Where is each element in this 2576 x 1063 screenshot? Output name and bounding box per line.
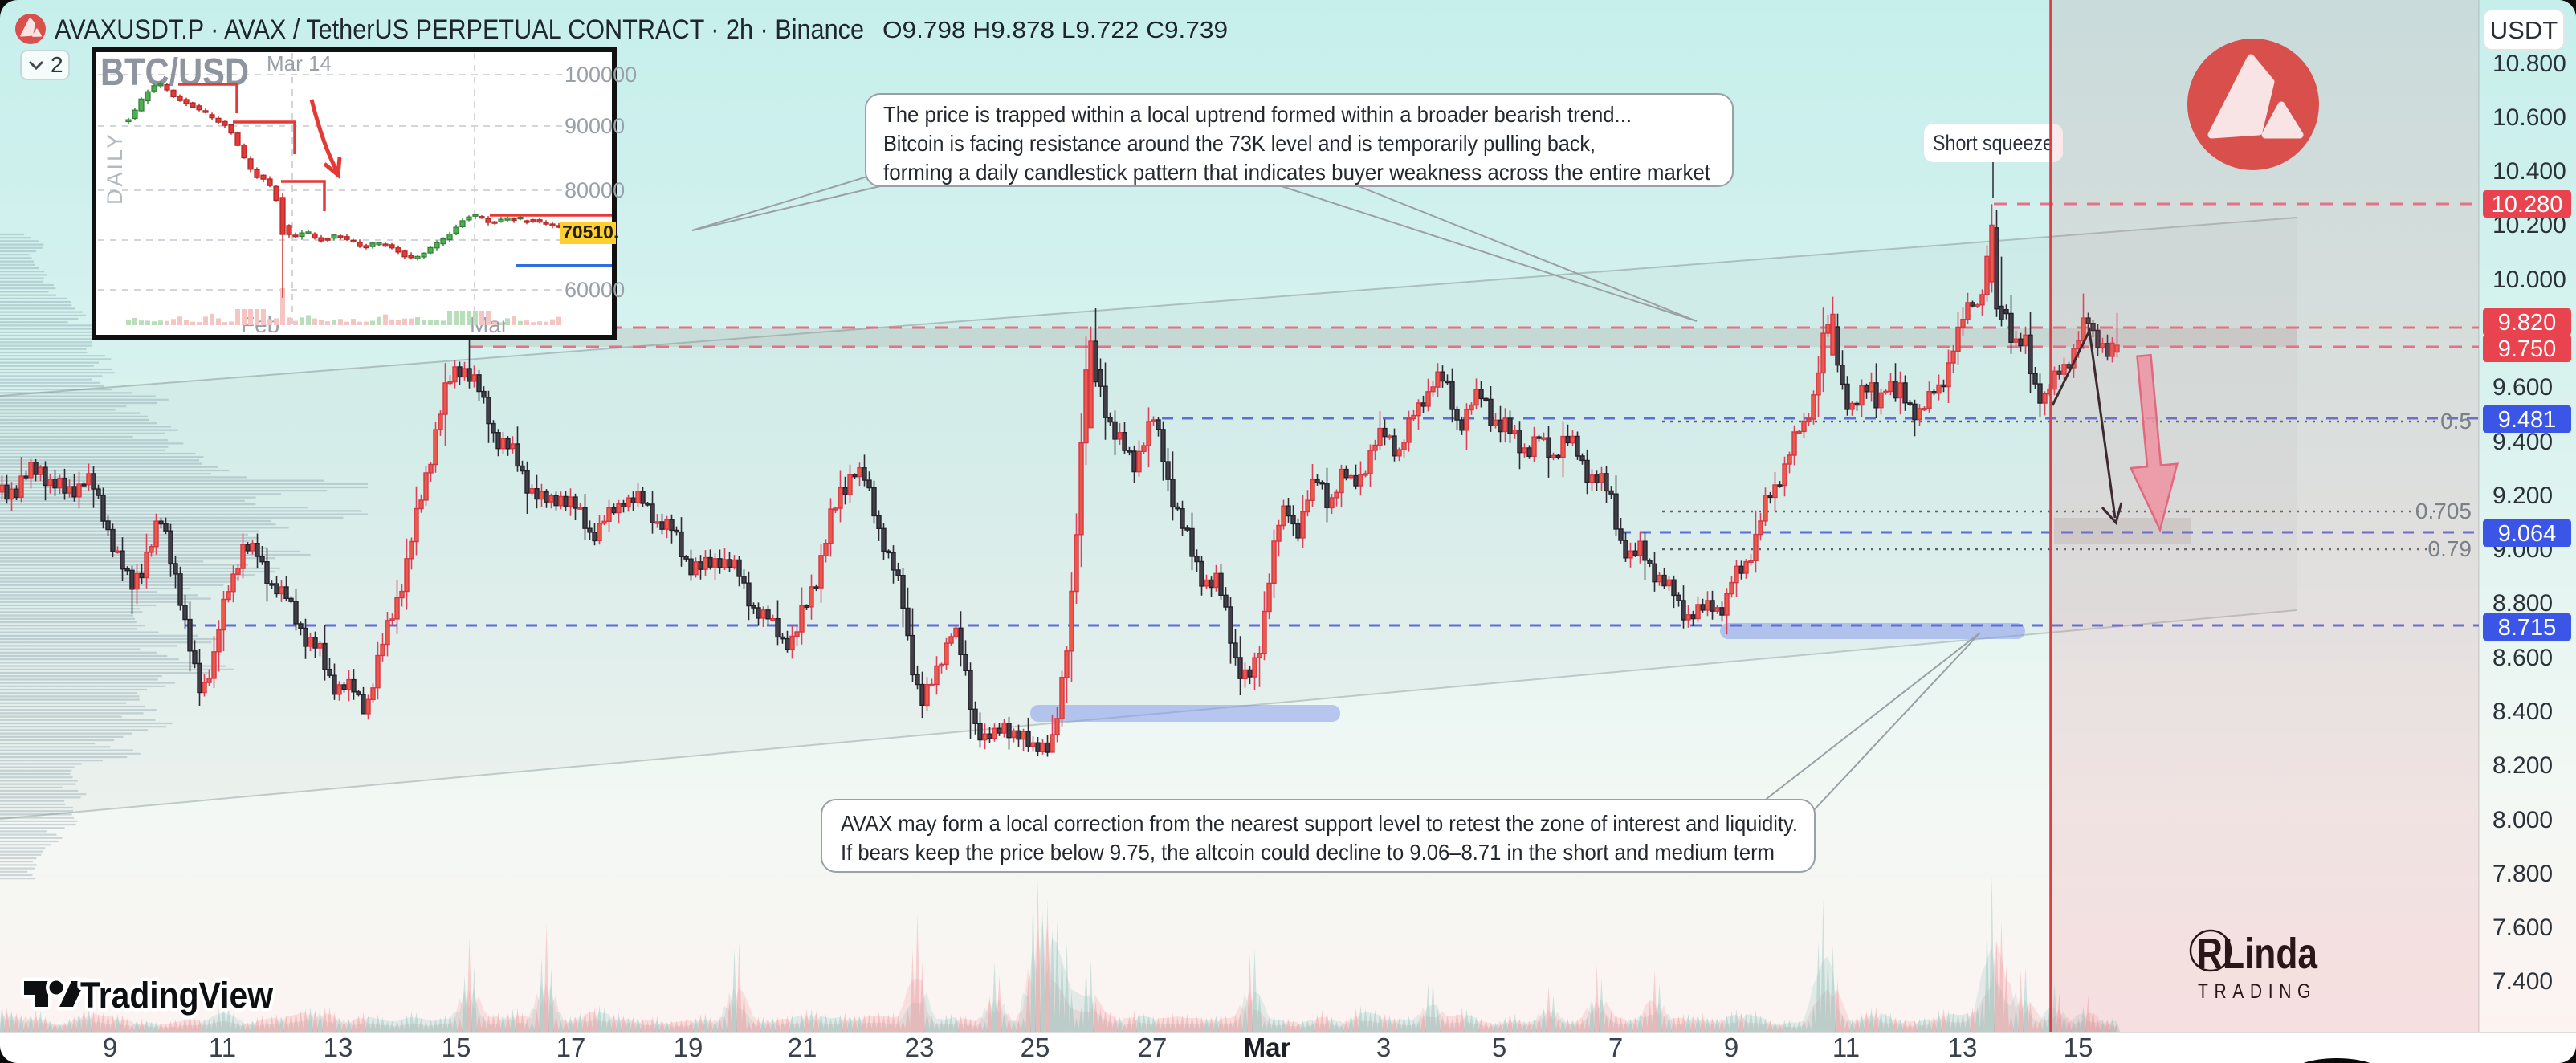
svg-text:TRADING: TRADING: [2198, 980, 2317, 1003]
svg-text:Feb: Feb: [241, 312, 279, 337]
svg-text:70510.: 70510.: [562, 222, 618, 242]
svg-text:9.481: 9.481: [2498, 407, 2557, 433]
svg-text:9.400: 9.400: [2492, 429, 2553, 455]
svg-text:17: 17: [556, 1032, 586, 1062]
svg-text:9.750: 9.750: [2498, 336, 2557, 362]
svg-text:5: 5: [1492, 1032, 1506, 1062]
svg-text:7: 7: [1608, 1032, 1623, 1062]
svg-text:19: 19: [674, 1032, 703, 1062]
svg-text:8.715: 8.715: [2498, 615, 2557, 641]
svg-text:21: 21: [788, 1032, 817, 1062]
svg-text:8.400: 8.400: [2492, 698, 2553, 725]
svg-text:13: 13: [1948, 1032, 1978, 1062]
svg-text:8.200: 8.200: [2492, 752, 2553, 779]
svg-text:10.280: 10.280: [2492, 192, 2563, 218]
svg-text:13: 13: [324, 1032, 353, 1062]
svg-text:10.800: 10.800: [2492, 51, 2566, 77]
svg-text:7.800: 7.800: [2492, 861, 2553, 887]
svg-text:Mar 14: Mar 14: [267, 51, 332, 75]
svg-text:9.600: 9.600: [2492, 374, 2553, 401]
svg-text:9.820: 9.820: [2498, 310, 2557, 336]
svg-text:10.000: 10.000: [2492, 267, 2566, 293]
svg-text:If bears keep the price below: If bears keep the price below 9.75, the …: [841, 840, 1775, 865]
svg-text:60000: 60000: [565, 278, 625, 302]
svg-text:15: 15: [2064, 1032, 2093, 1062]
svg-text:100000: 100000: [565, 63, 637, 87]
svg-text:8.000: 8.000: [2492, 807, 2553, 833]
svg-text:9.200: 9.200: [2492, 483, 2553, 509]
svg-text:11: 11: [209, 1032, 236, 1062]
svg-text:7.600: 7.600: [2492, 914, 2553, 941]
svg-text:BTC/USD: BTC/USD: [100, 51, 249, 94]
svg-text:TradingView: TradingView: [80, 975, 274, 1016]
svg-text:Mar: Mar: [1244, 1032, 1291, 1062]
svg-text:O9.798 H9.878 L9.722 C9.739: O9.798 H9.878 L9.722 C9.739: [882, 18, 1228, 43]
svg-text:AVAX may form a local correcti: AVAX may form a local correction from th…: [841, 811, 1798, 836]
svg-text:AVAXUSDT.P · AVAX / TetherUS P: AVAXUSDT.P · AVAX / TetherUS PERPETUAL C…: [55, 14, 864, 45]
svg-text:10.400: 10.400: [2492, 158, 2566, 185]
svg-text:15: 15: [442, 1032, 471, 1062]
svg-text:7.400: 7.400: [2492, 968, 2553, 995]
svg-text:23: 23: [905, 1032, 935, 1062]
svg-text:3: 3: [1376, 1032, 1391, 1062]
svg-text:0.705: 0.705: [2415, 499, 2472, 523]
svg-text:0.5: 0.5: [2440, 409, 2472, 434]
svg-text:Bitcoin is facing resistance a: Bitcoin is facing resistance around the …: [883, 131, 1596, 156]
svg-text:80000: 80000: [565, 178, 625, 202]
svg-text:9: 9: [1724, 1032, 1738, 1062]
svg-text:forming a daily candlestick pa: forming a daily candlestick pattern that…: [883, 160, 1710, 185]
svg-text:9: 9: [103, 1032, 117, 1062]
svg-text:90000: 90000: [565, 114, 625, 138]
svg-text:Short squeeze: Short squeeze: [1933, 131, 2053, 155]
svg-text:10.600: 10.600: [2492, 104, 2566, 131]
svg-text:25: 25: [1021, 1032, 1050, 1062]
svg-text:RLinda: RLinda: [2197, 930, 2318, 978]
svg-text:8.600: 8.600: [2492, 645, 2553, 671]
svg-text:0.79: 0.79: [2428, 536, 2472, 561]
svg-text:8.800: 8.800: [2492, 590, 2553, 617]
svg-text:DAILY: DAILY: [103, 132, 127, 205]
svg-text:USDT: USDT: [2490, 16, 2558, 44]
svg-text:2: 2: [51, 52, 63, 77]
svg-text:9.064: 9.064: [2498, 521, 2557, 547]
svg-text:27: 27: [1138, 1032, 1168, 1062]
svg-text:11: 11: [1832, 1032, 1860, 1062]
svg-text:The price is trapped within a: The price is trapped within a local uptr…: [883, 102, 1632, 127]
